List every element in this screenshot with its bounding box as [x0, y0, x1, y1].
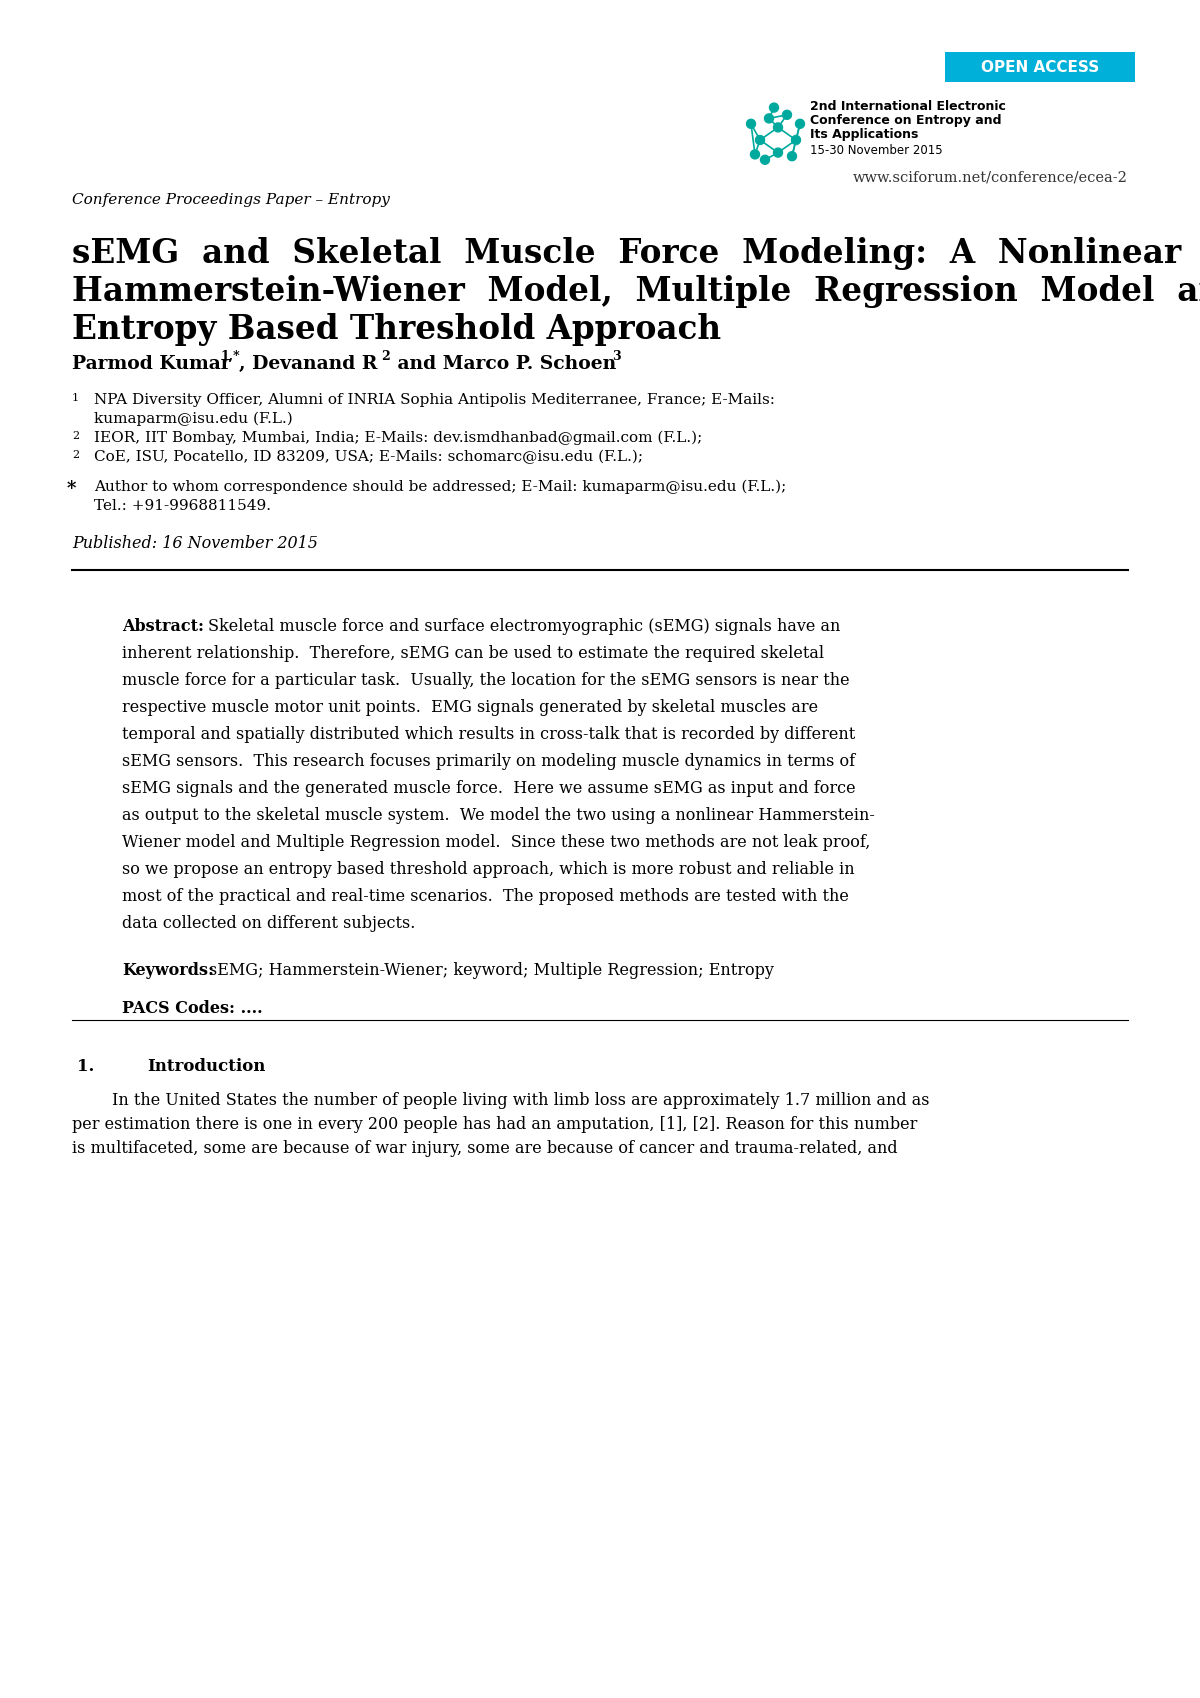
- Text: inherent relationship.  Therefore, sEMG can be used to estimate the required ske: inherent relationship. Therefore, sEMG c…: [122, 645, 824, 662]
- Circle shape: [787, 151, 797, 161]
- Text: Parmod Kumar: Parmod Kumar: [72, 355, 230, 374]
- Text: muscle force for a particular task.  Usually, the location for the sEMG sensors : muscle force for a particular task. Usua…: [122, 672, 850, 689]
- Text: Abstract:: Abstract:: [122, 618, 204, 635]
- Text: 15-30 November 2015: 15-30 November 2015: [810, 144, 943, 156]
- Circle shape: [796, 119, 804, 129]
- Circle shape: [761, 155, 769, 165]
- Text: CoE, ISU, Pocatello, ID 83209, USA; E-Mails: schomarc@isu.edu (F.L.);: CoE, ISU, Pocatello, ID 83209, USA; E-Ma…: [94, 450, 643, 464]
- Text: Introduction: Introduction: [148, 1058, 265, 1075]
- Text: sEMG; Hammerstein-Wiener; keyword; Multiple Regression; Entropy: sEMG; Hammerstein-Wiener; keyword; Multi…: [209, 963, 774, 980]
- Text: Tel.: +91-9968811549.: Tel.: +91-9968811549.: [94, 499, 271, 513]
- Text: Conference Proceedings Paper – Entropy: Conference Proceedings Paper – Entropy: [72, 194, 390, 207]
- Circle shape: [792, 136, 800, 144]
- Text: Skeletal muscle force and surface electromyographic (sEMG) signals have an: Skeletal muscle force and surface electr…: [208, 618, 840, 635]
- Circle shape: [746, 119, 756, 129]
- Text: 3: 3: [612, 350, 620, 363]
- Text: Conference on Entropy and: Conference on Entropy and: [810, 114, 1002, 127]
- Text: respective muscle motor unit points.  EMG signals generated by skeletal muscles : respective muscle motor unit points. EMG…: [122, 700, 818, 717]
- Text: most of the practical and real-time scenarios.  The proposed methods are tested : most of the practical and real-time scen…: [122, 888, 848, 905]
- Circle shape: [774, 122, 782, 132]
- Text: Keywords:: Keywords:: [122, 963, 214, 980]
- Text: per estimation there is one in every 200 people has had an amputation, [1], [2].: per estimation there is one in every 200…: [72, 1116, 917, 1133]
- Text: 2: 2: [72, 431, 79, 441]
- Text: 1: 1: [72, 392, 79, 402]
- Circle shape: [750, 149, 760, 160]
- Text: Wiener model and Multiple Regression model.  Since these two methods are not lea: Wiener model and Multiple Regression mod…: [122, 834, 870, 851]
- Text: as output to the skeletal muscle system.  We model the two using a nonlinear Ham: as output to the skeletal muscle system.…: [122, 807, 875, 824]
- Text: sEMG signals and the generated muscle force.  Here we assume sEMG as input and f: sEMG signals and the generated muscle fo…: [122, 779, 856, 796]
- Circle shape: [774, 148, 782, 158]
- Text: 1.: 1.: [77, 1058, 95, 1075]
- Text: In the United States the number of people living with limb loss are approximatel: In the United States the number of peopl…: [112, 1092, 930, 1109]
- Text: PACS Codes: ....: PACS Codes: ....: [122, 1000, 263, 1017]
- Text: Hammerstein-Wiener  Model,  Multiple  Regression  Model  and: Hammerstein-Wiener Model, Multiple Regre…: [72, 275, 1200, 307]
- Circle shape: [756, 136, 764, 144]
- FancyBboxPatch shape: [946, 53, 1135, 82]
- Text: data collected on different subjects.: data collected on different subjects.: [122, 915, 415, 932]
- Circle shape: [769, 104, 779, 112]
- Text: Author to whom correspondence should be addressed; E-Mail: kumaparm@isu.edu (F.L: Author to whom correspondence should be …: [94, 481, 786, 494]
- Text: temporal and spatially distributed which results in cross-talk that is recorded : temporal and spatially distributed which…: [122, 727, 856, 744]
- Text: NPA Diversity Officer, Alumni of INRIA Sophia Antipolis Mediterranee, France; E-: NPA Diversity Officer, Alumni of INRIA S…: [94, 392, 775, 408]
- Text: 2nd International Electronic: 2nd International Electronic: [810, 100, 1006, 114]
- Circle shape: [782, 110, 792, 119]
- Text: sEMG  and  Skeletal  Muscle  Force  Modeling:  A  Nonlinear: sEMG and Skeletal Muscle Force Modeling:…: [72, 238, 1181, 270]
- Text: so we propose an entropy based threshold approach, which is more robust and reli: so we propose an entropy based threshold…: [122, 861, 854, 878]
- Circle shape: [764, 114, 774, 122]
- Text: Its Applications: Its Applications: [810, 127, 918, 141]
- Text: is multifaceted, some are because of war injury, some are because of cancer and : is multifaceted, some are because of war…: [72, 1139, 898, 1156]
- Text: 2: 2: [72, 450, 79, 460]
- Text: *: *: [67, 481, 77, 498]
- Text: 1,*: 1,*: [220, 350, 240, 363]
- Text: 2: 2: [382, 350, 390, 363]
- Text: IEOR, IIT Bombay, Mumbai, India; E-Mails: dev.ismdhanbad@gmail.com (F.L.);: IEOR, IIT Bombay, Mumbai, India; E-Mails…: [94, 431, 702, 445]
- Text: OPEN ACCESS: OPEN ACCESS: [980, 59, 1099, 75]
- Text: kumaparm@isu.edu (F.L.): kumaparm@isu.edu (F.L.): [94, 413, 293, 426]
- Text: www.sciforum.net/conference/ecea-2: www.sciforum.net/conference/ecea-2: [853, 170, 1128, 183]
- Text: and Marco P. Schoen: and Marco P. Schoen: [391, 355, 617, 374]
- Text: sEMG sensors.  This research focuses primarily on modeling muscle dynamics in te: sEMG sensors. This research focuses prim…: [122, 752, 856, 769]
- Text: Entropy Based Threshold Approach: Entropy Based Threshold Approach: [72, 312, 721, 346]
- Text: , Devanand R: , Devanand R: [239, 355, 377, 374]
- Text: Published: 16 November 2015: Published: 16 November 2015: [72, 535, 318, 552]
